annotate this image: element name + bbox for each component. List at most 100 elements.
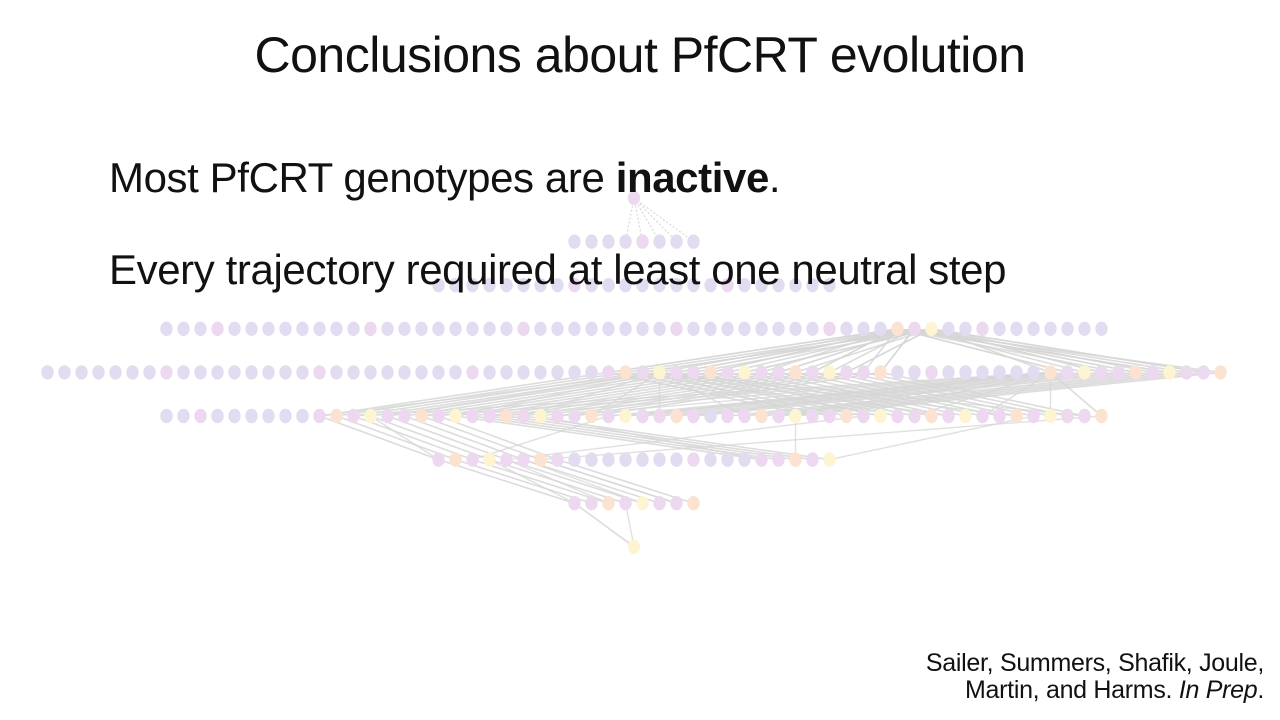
genotype-node <box>1044 321 1057 336</box>
genotype-node <box>466 278 479 293</box>
genotype-node <box>959 365 972 380</box>
genotype-node <box>585 321 598 336</box>
genotype-node <box>109 365 122 380</box>
trajectory-edge <box>489 458 626 504</box>
trajectory-edge <box>472 458 609 504</box>
genotype-node <box>330 365 343 380</box>
genotype-node <box>449 278 462 293</box>
genotype-node <box>1146 365 1159 380</box>
genotype-node <box>976 321 989 336</box>
genotype-node <box>627 539 641 554</box>
genotype-node <box>432 321 445 336</box>
genotype-node <box>483 278 496 293</box>
trajectory-edge <box>931 328 1204 374</box>
bullet-1-suffix: . <box>768 154 781 201</box>
genotype-node <box>449 408 462 424</box>
genotype-node <box>1027 321 1040 336</box>
genotype-node <box>568 365 581 380</box>
trajectory-edge <box>659 328 898 374</box>
trajectory-edge <box>489 458 575 504</box>
genotype-node <box>381 321 394 336</box>
genotype-node <box>551 321 564 336</box>
genotype-node <box>772 365 785 380</box>
genotype-node <box>687 452 700 467</box>
trajectory-edge <box>387 371 660 417</box>
genotype-node <box>789 321 802 336</box>
genotype-node <box>806 321 819 336</box>
trajectory-edge <box>931 328 1153 374</box>
genotype-node <box>211 408 224 424</box>
genotype-node <box>500 321 513 336</box>
trajectory-edge <box>472 415 609 461</box>
genotype-node <box>483 321 496 336</box>
citation-line-2: Martin, and Harms. <box>965 676 1179 704</box>
trajectory-edge <box>523 458 643 504</box>
genotype-node <box>585 234 598 249</box>
genotype-node <box>670 408 683 424</box>
trajectory-edge <box>438 415 558 461</box>
trajectory-edge <box>523 415 830 461</box>
root-edge <box>633 197 694 243</box>
genotype-node <box>619 408 632 424</box>
genotype-node <box>517 408 530 424</box>
genotype-node <box>143 365 156 380</box>
genotype-node <box>568 452 581 467</box>
genotype-node <box>721 278 734 293</box>
citation-status: In Prep <box>1178 676 1258 704</box>
genotype-node <box>534 321 547 336</box>
genotype-node <box>687 234 700 249</box>
genotype-node <box>279 365 292 380</box>
slide-title: Conclusions about PfCRT evolution <box>254 27 1027 83</box>
genotype-node <box>789 278 802 293</box>
genotype-node <box>517 278 530 293</box>
genotype-node <box>755 452 768 467</box>
genotype-node <box>500 365 513 380</box>
trajectory-edge <box>778 371 983 417</box>
genotype-node <box>806 278 819 293</box>
genotype-node <box>585 365 598 380</box>
genotype-node <box>823 408 836 424</box>
genotype-node <box>602 365 615 380</box>
genotype-node <box>891 321 904 336</box>
genotype-node <box>857 408 870 424</box>
genotype-node <box>551 278 564 293</box>
genotype-node <box>704 408 717 424</box>
genotype-node <box>228 408 241 424</box>
genotype-node <box>500 452 513 467</box>
genotype-node <box>296 321 309 336</box>
genotype-nodes <box>41 190 1227 554</box>
genotype-node <box>670 496 683 511</box>
genotype-node <box>687 365 700 380</box>
genotype-node <box>806 408 819 424</box>
genotype-node <box>619 234 632 249</box>
trajectory-edge <box>659 371 1017 417</box>
genotype-node <box>126 365 139 380</box>
trajectory-edge <box>862 328 899 373</box>
genotype-node <box>228 321 241 336</box>
genotype-node <box>1163 365 1176 380</box>
genotype-node <box>364 365 377 380</box>
trajectory-edge <box>353 371 643 417</box>
citation: Sailer, Summers, Shafik, Joule, Martin, … <box>926 650 1264 704</box>
genotype-node <box>432 408 445 424</box>
genotype-node <box>415 365 428 380</box>
trajectory-edge <box>557 458 694 504</box>
trajectory-edge <box>761 371 966 417</box>
genotype-node <box>925 321 938 336</box>
genotype-node <box>568 278 581 293</box>
trajectory-edge <box>812 371 1017 417</box>
trajectory-edge <box>438 458 575 504</box>
genotype-node <box>568 321 581 336</box>
genotype-node <box>653 234 666 249</box>
genotype-node <box>959 321 972 336</box>
root-edge <box>633 197 661 242</box>
trajectory-edge <box>863 371 1068 417</box>
trajectory-edge <box>506 458 643 504</box>
genotype-node <box>160 408 173 424</box>
genotype-node <box>653 278 666 293</box>
genotype-node <box>279 321 292 336</box>
genotype-node <box>432 365 445 380</box>
genotype-node <box>636 234 649 249</box>
genotype-node <box>670 278 683 293</box>
